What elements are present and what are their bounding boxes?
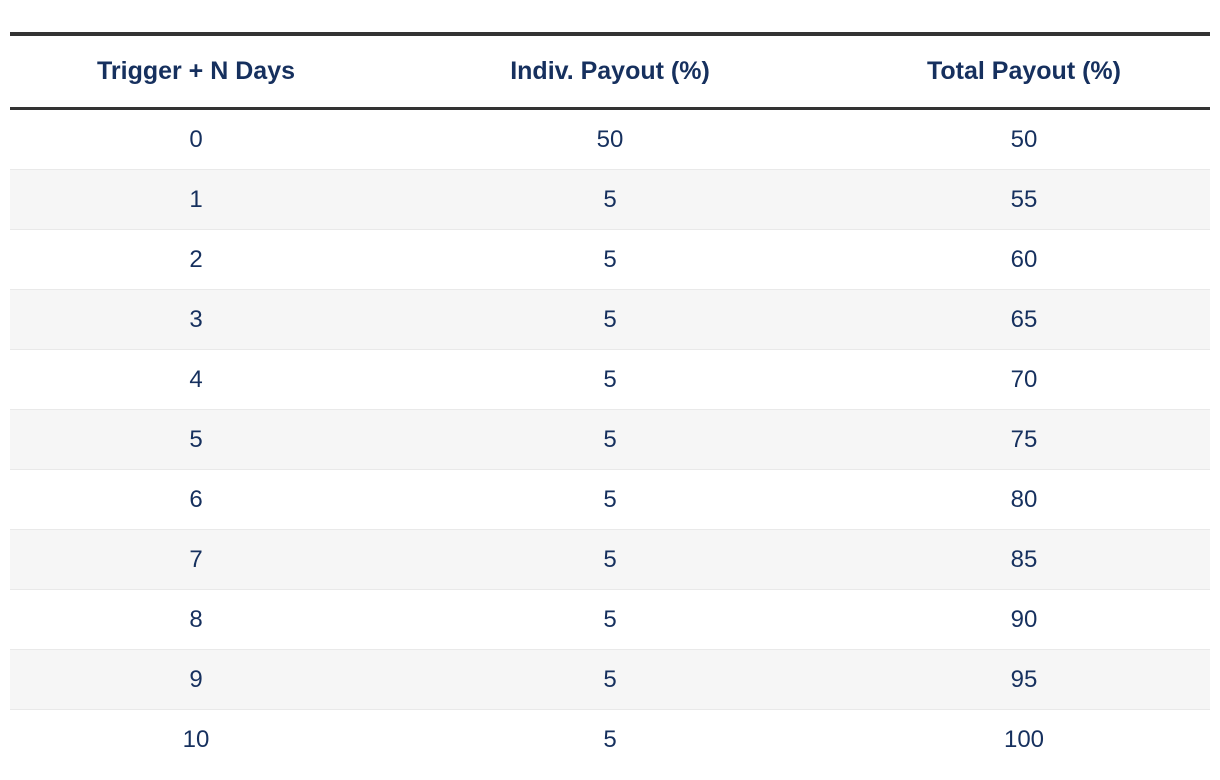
table-cell: 50: [596, 126, 624, 153]
table-row: 8 5 90: [10, 589, 1210, 650]
table-cell: 5: [382, 229, 838, 290]
table-cell: 1: [10, 169, 382, 230]
table-cell: 80: [838, 469, 1210, 530]
table-row: 2 5 60: [10, 229, 1210, 290]
table-row: 1 5 55: [10, 169, 1210, 230]
payout-schedule-table: Trigger + N Days Indiv. Payout (%) Total…: [10, 32, 1210, 769]
table-cell: 55: [838, 169, 1210, 230]
table-cell: 5: [382, 649, 838, 710]
column-header-indiv-payout: Indiv. Payout (%): [382, 32, 838, 110]
table-row: 4 5 70: [10, 349, 1210, 410]
table-cell: 10: [10, 709, 382, 769]
header-row: Trigger + N Days Indiv. Payout (%) Total…: [10, 32, 1210, 110]
table-cell: 65: [838, 289, 1210, 350]
column-header-total-payout: Total Payout (%): [838, 32, 1210, 110]
table-cell: 5: [382, 409, 838, 470]
table-cell: 100: [838, 709, 1210, 769]
table-header: Trigger + N Days Indiv. Payout (%) Total…: [10, 32, 1210, 110]
table-row: 5 5 75: [10, 409, 1210, 470]
table-cell: 5: [382, 529, 838, 590]
table-cell: 6: [10, 469, 382, 530]
table-cell: 5: [382, 709, 838, 769]
table-cell: 9: [10, 649, 382, 710]
table-row: 10 5 100: [10, 709, 1210, 769]
table-cell: 5: [382, 349, 838, 410]
table-cell: 4: [10, 349, 382, 410]
table-cell: 95: [838, 649, 1210, 710]
table-cell: 5: [382, 169, 838, 230]
table-cell: 2: [10, 229, 382, 290]
table-cell: 50: [1010, 126, 1038, 153]
table-row: 3 5 65: [10, 289, 1210, 350]
table-cell: 3: [10, 289, 382, 350]
table-cell: 7: [10, 529, 382, 590]
table-cell: 70: [838, 349, 1210, 410]
table-cell: 8: [10, 589, 382, 650]
table-cell: 85: [838, 529, 1210, 590]
table-cell: 5: [382, 469, 838, 530]
table-cell: 5: [382, 589, 838, 650]
table-cell: 0: [189, 126, 203, 153]
column-header-trigger-days: Trigger + N Days: [10, 32, 382, 110]
table-cell: 60: [838, 229, 1210, 290]
table-cell: 75: [838, 409, 1210, 470]
table-row: 7 5 85: [10, 529, 1210, 590]
table-cell: 5: [382, 289, 838, 350]
table-cell: 90: [838, 589, 1210, 650]
table-row: 6 5 80: [10, 469, 1210, 530]
table-row: 0 50 50: [10, 109, 1210, 170]
table-body: 0 50 50 1 5 55 2 5 60 3 5 65 4 5 70 5 5 75 6 5 80 7 5 85 8 5 90 9 5 9…: [10, 109, 1210, 769]
table-row: 9 5 95: [10, 649, 1210, 710]
table-cell: 5: [10, 409, 382, 470]
